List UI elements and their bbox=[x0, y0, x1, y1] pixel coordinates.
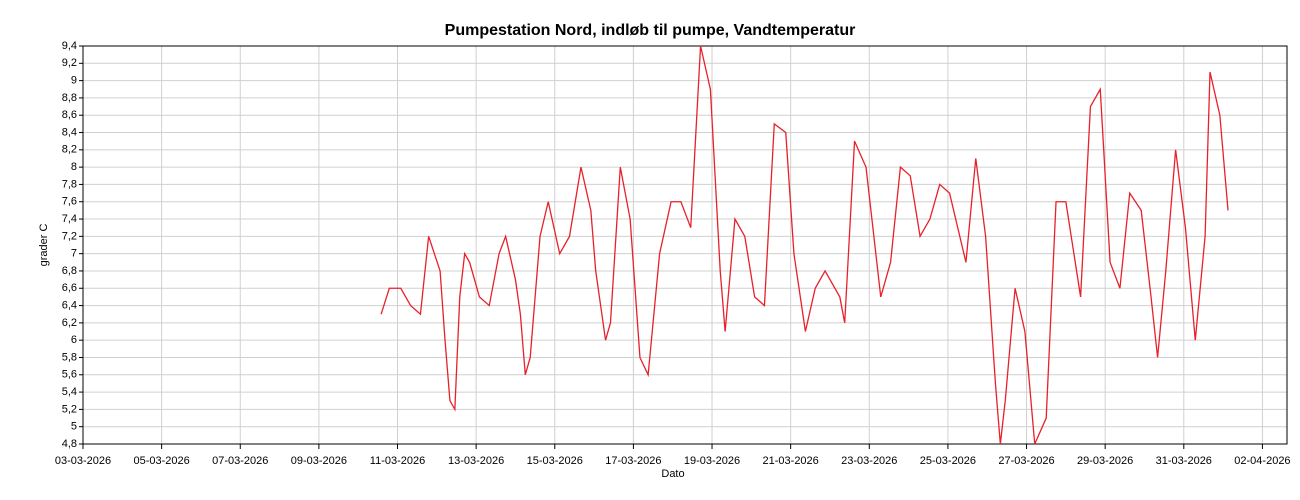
y-tick-label: 6 bbox=[71, 334, 77, 346]
y-tick-label: 9 bbox=[71, 75, 77, 87]
y-tick-label: 5,4 bbox=[62, 386, 77, 398]
data-line bbox=[380, 45, 1229, 445]
x-tick-label: 15-03-2026 bbox=[527, 455, 583, 467]
y-tick-label: 6,4 bbox=[62, 299, 77, 311]
y-tick-label: 7,6 bbox=[62, 196, 77, 208]
x-tick-label: 19-03-2026 bbox=[684, 455, 740, 467]
x-tick-label: 09-03-2026 bbox=[291, 455, 347, 467]
y-axis-title: grader C bbox=[38, 224, 50, 267]
y-tick-label: 8,2 bbox=[62, 144, 77, 156]
x-tick-label: 27-03-2026 bbox=[998, 455, 1054, 467]
x-tick-label: 02-04-2026 bbox=[1234, 455, 1290, 467]
y-tick-label: 9,4 bbox=[62, 40, 77, 52]
x-tick-label: 17-03-2026 bbox=[605, 455, 661, 467]
y-tick-label: 6,8 bbox=[62, 265, 77, 277]
y-tick-label: 5,2 bbox=[62, 403, 77, 415]
y-tick-label: 8 bbox=[71, 161, 77, 173]
x-tick-label: 31-03-2026 bbox=[1156, 455, 1212, 467]
x-tick-label: 11-03-2026 bbox=[370, 455, 425, 467]
y-tick-label: 5,6 bbox=[62, 369, 77, 381]
x-tick-label: 23-03-2026 bbox=[841, 455, 897, 467]
x-tick-label: 13-03-2026 bbox=[448, 455, 504, 467]
x-tick-label: 03-03-2026 bbox=[55, 455, 111, 467]
chart-title: Pumpestation Nord, indløb til pumpe, Van… bbox=[445, 22, 856, 39]
y-tick-label: 7,4 bbox=[62, 213, 77, 225]
y-tick-label: 7,2 bbox=[62, 230, 77, 242]
x-axis-title: Dato bbox=[661, 468, 684, 480]
y-tick-label: 7,8 bbox=[62, 178, 77, 190]
y-tick-label: 4,8 bbox=[62, 438, 77, 450]
plot-frame bbox=[82, 45, 1288, 445]
x-tick-label: 07-03-2026 bbox=[212, 455, 268, 467]
y-tick-label: 8,8 bbox=[62, 92, 77, 104]
y-tick-label: 5 bbox=[71, 421, 77, 433]
y-tick-label: 6,2 bbox=[62, 317, 77, 329]
y-tick-label: 5,8 bbox=[62, 351, 77, 363]
x-tick-label: 29-03-2026 bbox=[1077, 455, 1133, 467]
x-tick-label: 05-03-2026 bbox=[133, 455, 189, 467]
x-tick-label: 25-03-2026 bbox=[920, 455, 976, 467]
y-tick-label: 6,6 bbox=[62, 282, 77, 294]
y-tick-label: 8,4 bbox=[62, 126, 77, 138]
x-tick-label: 21-03-2026 bbox=[763, 455, 819, 467]
y-tick-label: 9,2 bbox=[62, 57, 77, 69]
y-tick-label: 7 bbox=[71, 248, 77, 260]
y-tick-label: 8,6 bbox=[62, 109, 77, 121]
